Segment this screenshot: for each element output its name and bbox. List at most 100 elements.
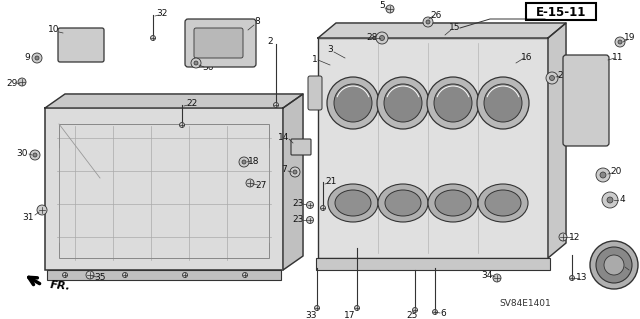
Ellipse shape — [335, 190, 371, 216]
Circle shape — [607, 197, 613, 203]
Polygon shape — [283, 94, 303, 270]
Circle shape — [596, 247, 632, 283]
Circle shape — [314, 306, 319, 310]
Circle shape — [18, 78, 26, 86]
Text: 10: 10 — [48, 26, 60, 34]
Text: 15: 15 — [449, 23, 461, 32]
Text: 34: 34 — [481, 271, 493, 279]
Text: 20: 20 — [557, 70, 569, 79]
Circle shape — [242, 160, 246, 164]
Circle shape — [334, 84, 372, 122]
Circle shape — [307, 202, 314, 209]
Text: 28: 28 — [366, 33, 378, 42]
Circle shape — [63, 272, 67, 278]
Text: 6: 6 — [440, 309, 446, 318]
Text: 18: 18 — [248, 157, 260, 166]
Circle shape — [615, 37, 625, 47]
Circle shape — [413, 308, 417, 313]
Text: 12: 12 — [570, 233, 580, 241]
Circle shape — [570, 276, 575, 280]
Polygon shape — [318, 23, 566, 38]
Circle shape — [293, 170, 297, 174]
Circle shape — [327, 77, 379, 129]
Text: 2: 2 — [267, 38, 273, 47]
Text: FR.: FR. — [50, 280, 72, 292]
Text: 14: 14 — [278, 132, 290, 142]
Text: 35: 35 — [94, 273, 106, 283]
Circle shape — [559, 233, 567, 241]
Text: 24: 24 — [627, 268, 637, 277]
Polygon shape — [45, 94, 303, 108]
Text: SV84E1401: SV84E1401 — [499, 299, 551, 308]
Circle shape — [355, 306, 360, 310]
Circle shape — [37, 205, 47, 215]
Text: 25: 25 — [406, 311, 418, 319]
Text: 13: 13 — [576, 273, 588, 283]
Circle shape — [35, 56, 39, 60]
Circle shape — [427, 77, 479, 129]
Text: 30: 30 — [16, 149, 28, 158]
Text: 3: 3 — [327, 46, 333, 55]
Text: 36: 36 — [202, 63, 214, 71]
FancyBboxPatch shape — [563, 55, 609, 146]
Bar — [45, 108, 283, 270]
Circle shape — [602, 192, 618, 208]
Text: 27: 27 — [255, 181, 267, 189]
Circle shape — [321, 205, 326, 211]
Circle shape — [590, 241, 638, 289]
FancyBboxPatch shape — [58, 28, 104, 62]
Bar — [59, 124, 269, 258]
Circle shape — [290, 167, 300, 177]
Text: 26: 26 — [430, 11, 442, 19]
Circle shape — [376, 32, 388, 44]
Circle shape — [86, 271, 94, 279]
Circle shape — [433, 309, 438, 315]
Circle shape — [239, 157, 249, 167]
Circle shape — [191, 58, 201, 68]
Circle shape — [182, 272, 188, 278]
Text: 19: 19 — [624, 33, 636, 42]
Circle shape — [33, 153, 37, 157]
Circle shape — [386, 5, 394, 13]
Text: 33: 33 — [305, 310, 317, 319]
Circle shape — [550, 76, 554, 80]
Circle shape — [380, 35, 385, 41]
Circle shape — [596, 168, 610, 182]
Text: 16: 16 — [521, 53, 532, 62]
Circle shape — [32, 53, 42, 63]
Circle shape — [243, 272, 248, 278]
Circle shape — [618, 40, 622, 44]
Text: 23: 23 — [292, 216, 304, 225]
Circle shape — [384, 84, 422, 122]
Ellipse shape — [385, 190, 421, 216]
Text: 23: 23 — [292, 199, 304, 209]
Circle shape — [434, 84, 472, 122]
Circle shape — [273, 102, 278, 108]
Text: 7: 7 — [281, 166, 287, 174]
Bar — [47, 270, 281, 280]
Text: 20: 20 — [611, 167, 621, 176]
Text: 21: 21 — [325, 177, 337, 187]
Ellipse shape — [328, 184, 378, 222]
Bar — [318, 38, 548, 258]
Circle shape — [246, 179, 254, 187]
Text: 5: 5 — [379, 2, 385, 11]
Circle shape — [150, 35, 156, 41]
Text: 17: 17 — [344, 310, 356, 319]
Circle shape — [122, 272, 127, 278]
Text: 1: 1 — [312, 56, 318, 64]
Circle shape — [423, 17, 433, 27]
Polygon shape — [548, 23, 566, 258]
Ellipse shape — [478, 184, 528, 222]
Circle shape — [30, 150, 40, 160]
Ellipse shape — [435, 190, 471, 216]
Ellipse shape — [378, 184, 428, 222]
Text: 32: 32 — [156, 10, 168, 19]
Circle shape — [307, 217, 314, 224]
Ellipse shape — [428, 184, 478, 222]
Circle shape — [546, 72, 558, 84]
Circle shape — [604, 255, 624, 275]
Ellipse shape — [485, 190, 521, 216]
Text: 9: 9 — [24, 53, 30, 62]
Circle shape — [194, 61, 198, 65]
